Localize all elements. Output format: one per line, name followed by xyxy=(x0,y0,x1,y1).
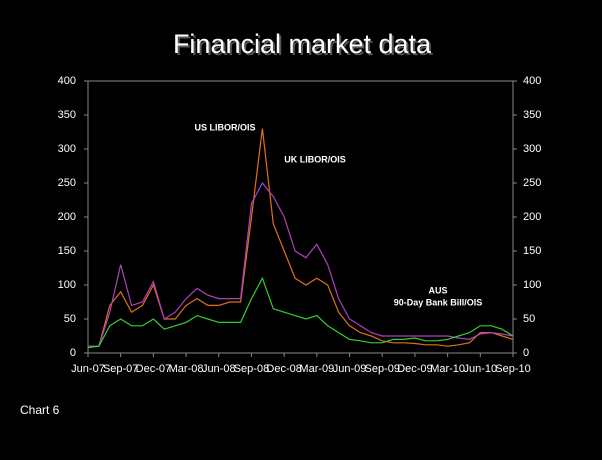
x-tick-label: Dec-09 xyxy=(397,363,432,375)
series-label: AUS xyxy=(428,285,447,295)
chart-title: Financial market data xyxy=(173,29,432,59)
y2-tick-label: 300 xyxy=(523,143,541,155)
x-tick-label: Dec-08 xyxy=(266,363,301,375)
y2-tick-label: 50 xyxy=(523,313,535,325)
y-tick-label: 150 xyxy=(58,245,76,257)
y2-tick-label: 250 xyxy=(523,177,541,189)
x-tick-label: Jun-08 xyxy=(202,363,236,375)
annotation: 90-Day Bank Bill/OIS xyxy=(394,297,483,307)
x-tick-label: Jun-09 xyxy=(333,363,367,375)
series-label: US LIBOR/OIS xyxy=(194,122,255,132)
x-tick-label: Mar-10 xyxy=(430,363,465,375)
y-tick-label: 100 xyxy=(58,279,76,291)
y2-tick-label: 100 xyxy=(523,279,541,291)
x-tick-label: Jun-10 xyxy=(463,363,497,375)
x-tick-label: Mar-08 xyxy=(169,363,204,375)
x-tick-label: Mar-09 xyxy=(299,363,334,375)
y2-tick-label: 400 xyxy=(523,75,541,87)
y2-tick-label: 150 xyxy=(523,245,541,257)
y-tick-label: 400 xyxy=(58,75,76,87)
series-line xyxy=(87,276,514,349)
chart-title-shadow: Financial market data xyxy=(175,31,434,61)
x-tick-label: Sep-10 xyxy=(495,363,530,375)
y2-tick-label: 350 xyxy=(523,109,541,121)
y-tick-label: 0 xyxy=(70,347,76,359)
y-tick-label: 250 xyxy=(58,177,76,189)
chart-footer: Chart 6 xyxy=(20,403,60,417)
y2-tick-label: 0 xyxy=(523,347,529,359)
x-tick-label: Sep-07 xyxy=(103,363,138,375)
y2-tick-label: 200 xyxy=(523,211,541,223)
x-tick-label: Sep-08 xyxy=(234,363,269,375)
x-tick-label: Dec-07 xyxy=(136,363,171,375)
plot-frame xyxy=(87,80,514,354)
y-tick-label: 200 xyxy=(58,211,76,223)
y-tick-label: 50 xyxy=(64,313,76,325)
series-line xyxy=(88,181,514,347)
y-tick-label: 300 xyxy=(58,143,76,155)
x-tick-label: Jun-07 xyxy=(71,363,105,375)
x-tick-label: Sep-09 xyxy=(364,363,399,375)
y-tick-label: 350 xyxy=(58,109,76,121)
series-label: UK LIBOR/OIS xyxy=(284,154,346,164)
